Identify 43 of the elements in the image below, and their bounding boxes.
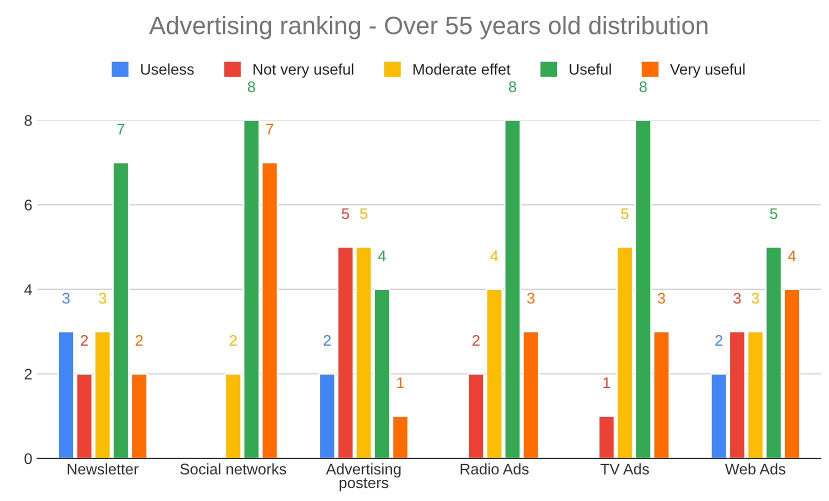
data-label: 5 (342, 208, 350, 220)
data-label: 8 (508, 81, 516, 92)
data-label: 5 (360, 208, 368, 220)
y-tick-label: 0 (24, 453, 32, 464)
y-tick-label: 4 (24, 284, 32, 295)
data-label: 5 (770, 208, 778, 220)
data-label: 7 (266, 124, 274, 134)
x-tick-label: Radio Ads (460, 463, 529, 474)
x-tick-label: TV Ads (600, 463, 649, 474)
data-label: 7 (117, 124, 124, 134)
data-label: 4 (378, 250, 386, 262)
data-label: 3 (752, 292, 760, 304)
data-label: 3 (733, 292, 741, 304)
data-label: 1 (397, 377, 404, 388)
data-label: 5 (621, 208, 628, 220)
legend-label: Useless (141, 64, 194, 75)
x-tick-label: Web Ads (725, 463, 786, 474)
data-label: 3 (527, 292, 534, 304)
data-label: 2 (472, 335, 480, 346)
data-label: 2 (715, 335, 722, 346)
y-tick-label: 6 (24, 200, 32, 210)
x-tick-label: Newsletter (68, 463, 138, 474)
data-label: 1 (603, 377, 610, 388)
x-tick-label: Social networks (180, 463, 286, 474)
data-label: 2 (80, 335, 88, 346)
data-label: 3 (62, 292, 70, 304)
data-label: 3 (98, 292, 106, 304)
legend-label: Not very useful (254, 64, 354, 78)
data-label: 4 (788, 250, 796, 262)
chart-title: Advertising ranking - Over 55 years old distribution (149, 16, 708, 40)
data-label: 4 (490, 250, 498, 262)
data-label: 8 (640, 81, 647, 92)
data-label: 8 (248, 81, 256, 92)
y-tick-label: 8 (24, 115, 32, 126)
data-label: 2 (136, 335, 143, 346)
data-label: 2 (230, 335, 237, 346)
legend-label: Useful (570, 64, 611, 75)
x-tick-label: Advertising posters (326, 463, 401, 492)
data-label: 2 (324, 335, 331, 346)
legend-label: Very useful (670, 64, 745, 78)
legend-label: Moderate effet (414, 64, 510, 75)
y-tick-label: 2 (24, 368, 32, 380)
data-label: 3 (658, 292, 665, 304)
